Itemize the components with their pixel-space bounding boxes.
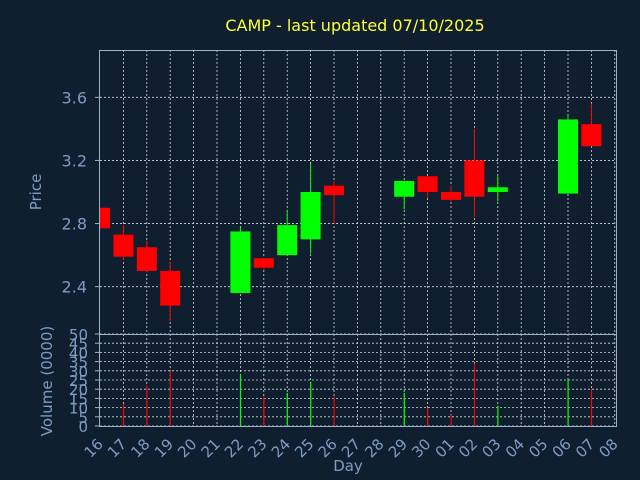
price-axis-label: Price <box>27 174 45 211</box>
volume-bar <box>239 374 242 426</box>
candle-body <box>277 225 298 256</box>
day-tick-label: 17 <box>104 435 130 461</box>
volume-tick-label: 30 <box>69 363 88 381</box>
volume-tick-label: 15 <box>69 390 88 408</box>
day-tick-label: 25 <box>291 435 317 461</box>
day-tick-label: 22 <box>221 435 247 461</box>
day-tick-label: 16 <box>81 435 107 461</box>
volume-bar <box>263 396 265 426</box>
volume-bar <box>333 396 335 426</box>
volume-bar <box>403 392 405 426</box>
day-tick-label: 04 <box>502 435 528 461</box>
volume-bar <box>450 414 452 426</box>
candle-body <box>324 185 344 196</box>
volume-bar <box>122 403 125 426</box>
candle-body <box>113 234 134 257</box>
price-tick-label: 3.2 <box>62 151 87 170</box>
day-tick-label: 07 <box>572 435 598 461</box>
candle-body <box>417 176 438 192</box>
candle-body <box>160 270 181 306</box>
chart-title: CAMP - last updated 07/10/2025 <box>225 16 484 35</box>
volume-grid <box>100 333 616 427</box>
volume-tick-label: 0 <box>78 418 88 436</box>
day-tick-label: 21 <box>198 435 224 461</box>
day-tick-label: 30 <box>408 435 434 461</box>
volume-tick-label: 10 <box>69 400 88 418</box>
day-axis-label: Day <box>333 457 363 475</box>
volume-bar <box>427 407 429 426</box>
day-tick-label: 03 <box>478 435 504 461</box>
candle-body <box>441 192 461 200</box>
volume-bar <box>473 363 476 426</box>
volume-bar <box>286 392 288 426</box>
volume-bar <box>310 381 312 426</box>
day-tick-label: 05 <box>525 435 551 461</box>
volume-tick-label: 5 <box>78 409 88 427</box>
volume-bars <box>122 363 593 426</box>
day-tick-label: 01 <box>432 435 458 461</box>
candles <box>99 103 602 322</box>
volume-bar <box>169 370 171 426</box>
volume-tick-label: 20 <box>69 381 88 399</box>
day-tick-label: 02 <box>455 435 481 461</box>
volume-tick-label: 35 <box>69 354 88 372</box>
price-tick-label: 3.6 <box>62 88 87 107</box>
price-tick-label: 2.8 <box>62 215 87 234</box>
candle-body <box>230 231 251 293</box>
candle-body <box>100 207 110 229</box>
candle-body <box>464 160 485 197</box>
price-panel: 2.4 2.8 3.2 3.6 Price <box>27 50 617 335</box>
day-tick-label: 20 <box>174 435 200 461</box>
volume-axis-label: Volume (0000) <box>38 326 56 436</box>
day-tick-label: 19 <box>151 435 177 461</box>
day-tick-label: 23 <box>244 435 270 461</box>
price-ticks: 2.4 2.8 3.2 3.6 <box>62 88 100 297</box>
volume-tick-label: 40 <box>69 344 88 362</box>
day-tick-label: 06 <box>549 435 575 461</box>
volume-bar <box>146 385 148 426</box>
price-tick-label: 2.4 <box>62 278 87 297</box>
candle-body <box>136 247 157 271</box>
candle-body <box>487 187 508 192</box>
candle-body <box>558 119 578 194</box>
day-tick-label: 29 <box>385 435 411 461</box>
day-tick-label: 18 <box>127 435 153 461</box>
volume-bar <box>567 380 569 426</box>
candle-body <box>394 180 415 197</box>
day-tick-label: 08 <box>595 435 621 461</box>
candle-body <box>300 192 321 240</box>
volume-tick-label: 50 <box>69 326 88 344</box>
candle-body <box>253 258 274 268</box>
day-tick-label: 24 <box>268 435 294 461</box>
day-tick-label: 28 <box>361 435 387 461</box>
volume-tick-label: 25 <box>69 372 88 390</box>
volume-bar <box>497 405 499 426</box>
volume-tick-label: 45 <box>69 335 88 353</box>
candle-body <box>581 124 602 147</box>
volume-bar <box>590 389 593 426</box>
volume-plot-frame <box>99 334 617 427</box>
